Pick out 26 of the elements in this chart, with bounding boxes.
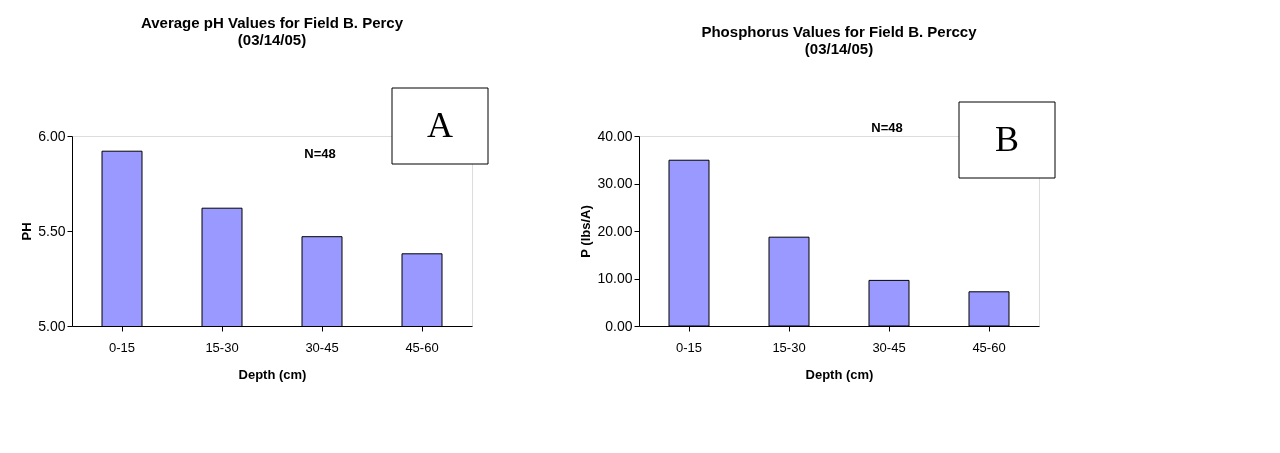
annotation: B (994, 119, 1020, 159)
x-tick-label: 0-15 (108, 339, 136, 355)
y-tick-label: 5.00 (38, 317, 66, 334)
chart-title: Phosphorus Values for Field B. Perccy (03/14/05) (701, 22, 978, 57)
y-tick-label: 5.50 (38, 222, 66, 239)
x-tick-label: 15-30 (205, 339, 239, 355)
y-tick-label: 10.00 (597, 270, 633, 286)
x-tick-label: 30-45 (872, 339, 906, 355)
x-tick-label: 45-60 (405, 339, 439, 355)
y-tick-label: 0.00 (605, 317, 633, 334)
text: N=48 (871, 120, 903, 135)
x-tick-label: 15-30 (772, 339, 806, 355)
x-axis-title: Depth (cm) (805, 366, 874, 382)
y-tick-label: 6.00 (38, 127, 66, 144)
chart-title: Average pH Values for Field B. Percy (03/14/05) (140, 13, 404, 48)
x-tick-label: 45-60 (972, 339, 1006, 355)
y-axis-title: P (lbs/A) (578, 205, 594, 258)
y-tick-label: 40.00 (597, 127, 633, 144)
annotation: A (427, 105, 453, 145)
y-tick-label: 20.00 (597, 222, 633, 239)
annotation: N=48 (304, 146, 336, 161)
x-tick-label: 0-15 (675, 339, 703, 355)
y-axis-title: PH (19, 222, 35, 241)
x-axis-title: Depth (cm) (238, 366, 307, 382)
x-tick-label: 30-45 (305, 339, 339, 355)
y-tick-label: 30.00 (597, 175, 633, 191)
